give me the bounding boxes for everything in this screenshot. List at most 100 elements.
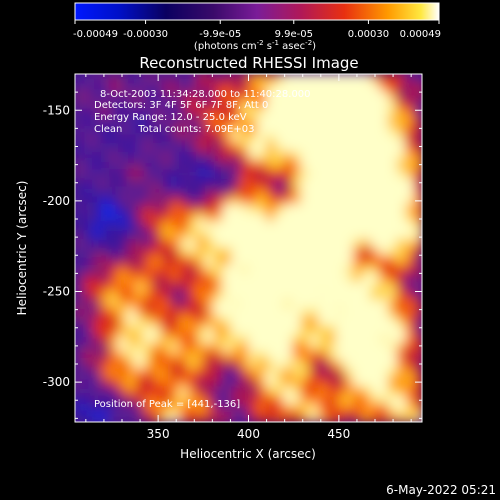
heatmap-cell bbox=[126, 204, 137, 214]
heatmap-cell bbox=[118, 169, 128, 179]
heatmap-cell bbox=[75, 351, 85, 362]
heatmap-cell bbox=[405, 404, 415, 414]
heatmap-cell bbox=[274, 291, 285, 301]
heatmap-cell bbox=[274, 151, 285, 162]
heatmap-cell bbox=[222, 325, 233, 336]
heatmap-cell bbox=[405, 160, 415, 171]
heatmap-cell bbox=[318, 343, 328, 353]
heatmap-cell bbox=[187, 299, 198, 310]
heatmap-cell bbox=[178, 343, 189, 353]
heatmap-cell bbox=[239, 299, 250, 310]
heatmap-cell bbox=[135, 230, 146, 240]
heatmap-cell bbox=[109, 230, 119, 240]
heatmap-cell bbox=[178, 195, 189, 205]
heatmap-cell bbox=[265, 143, 276, 153]
heatmap-cell bbox=[144, 117, 154, 127]
heatmap-cell bbox=[135, 308, 146, 319]
heatmap-cell bbox=[265, 291, 276, 301]
heatmap-cell bbox=[370, 325, 380, 336]
heatmap-cell bbox=[283, 221, 293, 232]
heatmap-cell bbox=[213, 238, 224, 249]
heatmap-cell bbox=[326, 221, 337, 232]
heatmap-cell bbox=[152, 143, 163, 153]
heatmap-cell bbox=[118, 204, 128, 214]
heatmap-cell bbox=[91, 238, 102, 249]
heatmap-cell bbox=[274, 273, 285, 284]
heatmap-cell bbox=[109, 151, 119, 162]
heatmap-cell bbox=[413, 169, 422, 179]
heatmap-cell bbox=[265, 221, 276, 232]
heatmap-cell bbox=[309, 264, 320, 275]
heatmap-cell bbox=[292, 177, 302, 188]
heatmap-cell bbox=[75, 230, 85, 240]
heatmap-cell bbox=[100, 343, 111, 353]
heatmap-cell bbox=[109, 360, 119, 371]
heatmap-cell bbox=[135, 195, 146, 205]
heatmap-cell bbox=[144, 325, 154, 336]
heatmap-cell bbox=[257, 264, 267, 275]
heatmap-cell bbox=[100, 204, 111, 214]
heatmap-cell bbox=[83, 125, 93, 136]
heatmap-cell bbox=[75, 282, 85, 292]
y-axis-label: Heliocentric Y (arcsec) bbox=[15, 181, 29, 316]
heatmap-cell bbox=[387, 230, 398, 240]
heatmap-cell bbox=[161, 395, 172, 406]
heatmap-cell bbox=[257, 238, 267, 249]
heatmap-cell bbox=[187, 74, 198, 84]
heatmap-cell bbox=[231, 282, 241, 292]
heatmap-cell bbox=[91, 221, 102, 232]
heatmap-cell bbox=[152, 334, 163, 345]
heatmap-cell bbox=[178, 117, 189, 127]
heatmap-cell bbox=[344, 291, 354, 301]
heatmap-cell bbox=[126, 90, 137, 101]
heatmap-cell bbox=[170, 369, 180, 379]
heatmap-cell bbox=[83, 195, 93, 205]
heatmap-cell bbox=[75, 186, 85, 197]
heatmap-cell bbox=[283, 369, 293, 379]
heatmap-cell bbox=[379, 412, 389, 422]
heatmap-cell bbox=[405, 308, 415, 319]
heatmap-cell bbox=[187, 325, 198, 336]
heatmap-cell bbox=[274, 186, 285, 197]
heatmap-cell bbox=[370, 151, 380, 162]
heatmap-cell bbox=[170, 308, 180, 319]
heatmap-cell bbox=[161, 186, 172, 197]
heatmap-cell bbox=[300, 82, 311, 92]
heatmap-cell bbox=[248, 99, 259, 110]
heatmap-cell bbox=[335, 186, 346, 197]
heatmap-cell bbox=[396, 169, 407, 179]
heatmap-cell bbox=[396, 108, 407, 118]
heatmap-cell bbox=[196, 82, 206, 92]
heatmap-cell bbox=[352, 108, 363, 118]
heatmap-cell bbox=[257, 108, 267, 118]
heatmap-cell bbox=[144, 351, 154, 362]
x-tick-label: 400 bbox=[237, 427, 260, 441]
heatmap-cell bbox=[387, 74, 398, 84]
heatmap-cell bbox=[344, 134, 354, 145]
heatmap-cell bbox=[318, 151, 328, 162]
heatmap-cell bbox=[161, 204, 172, 214]
info-annotations: 8-Oct-2003 11:34:28.000 to 11:40:28.000 … bbox=[94, 89, 311, 410]
heatmap-cell bbox=[205, 160, 215, 171]
heatmap-cell bbox=[265, 90, 276, 101]
heatmap-cell bbox=[75, 395, 85, 406]
heatmap-cell bbox=[387, 395, 398, 406]
heatmap-cell bbox=[83, 204, 93, 214]
heatmap-cell bbox=[300, 108, 311, 118]
heatmap-cell bbox=[318, 204, 328, 214]
heatmap-cell bbox=[118, 282, 128, 292]
heatmap-cell bbox=[300, 99, 311, 110]
heatmap-cell bbox=[361, 256, 372, 266]
heatmap-cell bbox=[335, 195, 346, 205]
heatmap-cell bbox=[144, 186, 154, 197]
heatmap-cell bbox=[213, 369, 224, 379]
heatmap-cell bbox=[91, 169, 102, 179]
heatmap-cell bbox=[170, 212, 180, 223]
heatmap-cell bbox=[361, 299, 372, 310]
heatmap-cell bbox=[152, 308, 163, 319]
heatmap-cell bbox=[109, 177, 119, 188]
heatmap-cell bbox=[75, 177, 85, 188]
heatmap-cell bbox=[205, 395, 215, 406]
heatmap-cell bbox=[413, 351, 422, 362]
heatmap-cell bbox=[387, 82, 398, 92]
